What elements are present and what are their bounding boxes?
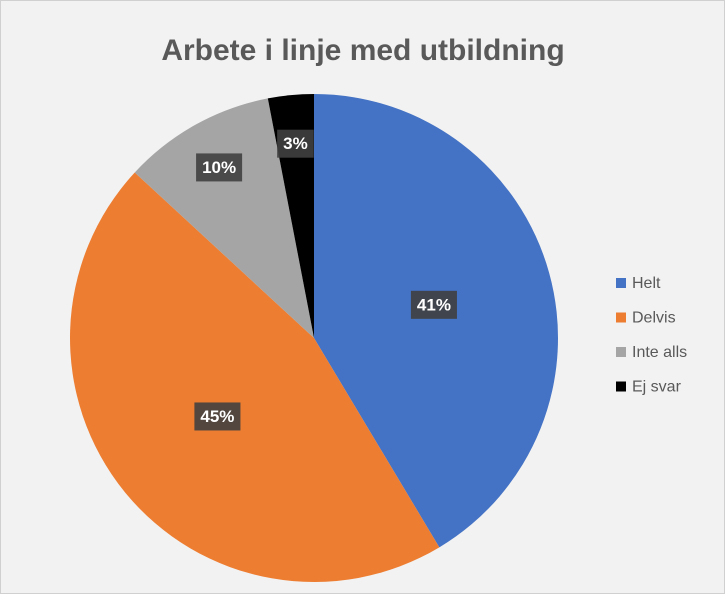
legend-swatch bbox=[616, 312, 626, 323]
legend-label: Helt bbox=[632, 275, 661, 292]
data-label-box bbox=[194, 402, 241, 431]
data-label: 45% bbox=[194, 402, 241, 431]
data-label-text: 45% bbox=[200, 407, 234, 426]
legend-swatch bbox=[616, 278, 626, 288]
pie-slice bbox=[314, 94, 558, 548]
data-label-text: 41% bbox=[417, 295, 451, 314]
data-label-text: 10% bbox=[202, 158, 236, 177]
legend-label: Ej svar bbox=[632, 379, 682, 396]
pie-slice bbox=[134, 98, 314, 339]
pie-slice bbox=[70, 172, 440, 582]
chart-title: Arbete i linje med utbildning bbox=[161, 34, 564, 67]
data-label: 41% bbox=[410, 290, 457, 319]
legend-label: Inte alls bbox=[632, 344, 687, 361]
data-label-text: 3% bbox=[283, 134, 308, 153]
data-label-box bbox=[196, 153, 243, 182]
data-label: 10% bbox=[196, 153, 243, 182]
data-label-box bbox=[410, 290, 457, 319]
legend-swatch bbox=[616, 347, 626, 357]
legend-label: Delvis bbox=[632, 310, 676, 327]
legend-swatch bbox=[616, 381, 626, 392]
data-label-box bbox=[277, 129, 314, 158]
data-label: 3% bbox=[277, 129, 314, 158]
